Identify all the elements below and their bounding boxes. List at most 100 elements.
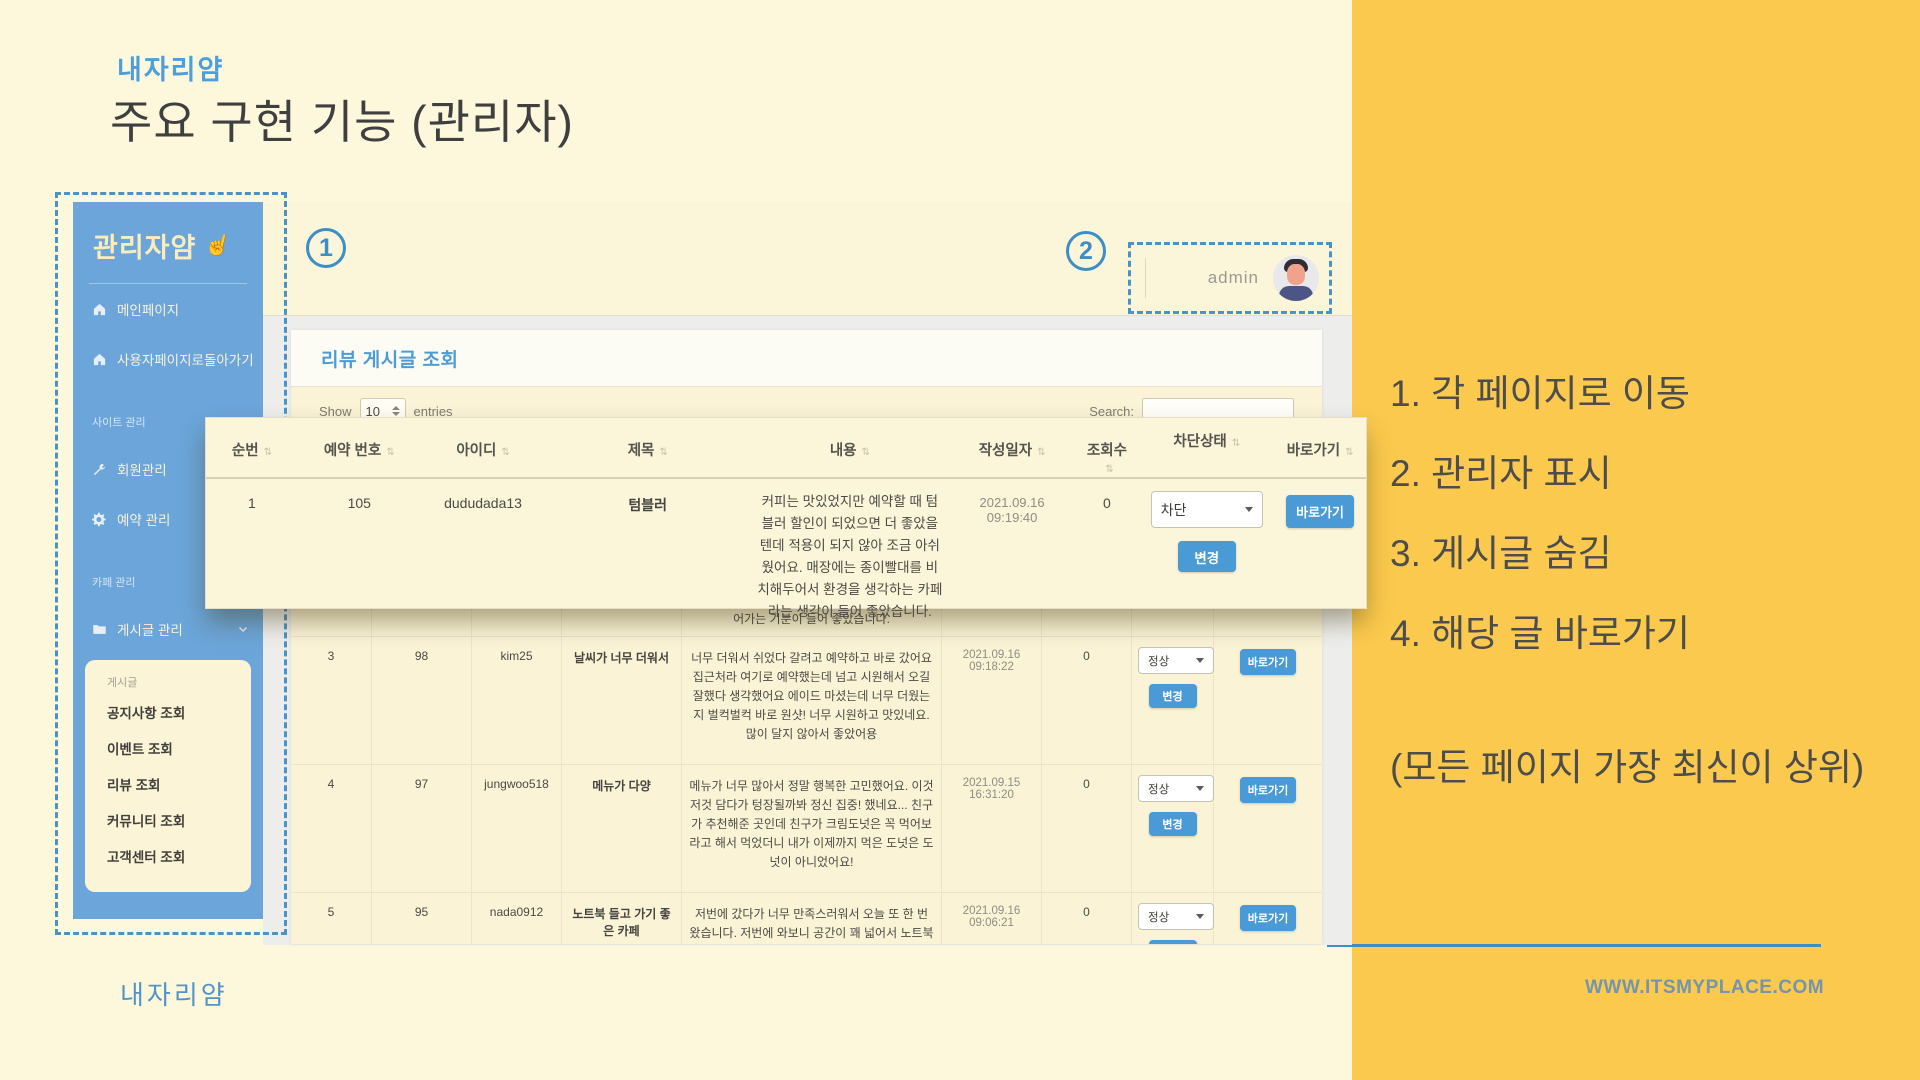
block-status-select[interactable]: 정상 <box>1138 775 1214 802</box>
submenu-item-review[interactable]: 리뷰 조회 <box>107 778 161 793</box>
cell-go: 바로가기 <box>1213 765 1322 892</box>
change-button[interactable]: 변경 <box>1148 684 1197 708</box>
cell-user-id: nada0912 <box>471 893 561 944</box>
table-row: 4 97 jungwoo518 메뉴가 다양 메뉴가 너무 많아서 정말 행복한… <box>291 765 1322 893</box>
spinner-icon <box>391 406 400 416</box>
sidebar-item-members[interactable]: 회원관리 <box>73 444 263 494</box>
avatar-body <box>1279 286 1313 301</box>
cell-title: 날씨가 너무 더워서 <box>561 637 681 764</box>
card-header: 리뷰 게시글 조회 <box>291 330 1322 387</box>
cell-num: 4 <box>327 777 335 791</box>
go-button[interactable]: 바로가기 <box>1286 495 1354 528</box>
cell-user-id: dududada13 <box>444 495 522 511</box>
sort-icon: ⇅ <box>263 447 272 458</box>
feature-item: 2. 관리자 표시 <box>1390 453 1612 494</box>
cell-content: 커피는 맛있었지만 예약할 때 텀블러 할인이 되었으면 더 좋았을 텐데 적용… <box>757 494 943 619</box>
change-button[interactable]: 변경 <box>1148 940 1197 944</box>
cell-content: 너무 더워서 쉬었다 갈려고 예약하고 바로 갔어요 집근처라 여기로 예약했는… <box>681 637 941 764</box>
sidebar-item-userpage[interactable]: 사용자페이지로돌아가기 <box>73 334 263 384</box>
sort-icon: ⇅ <box>501 447 510 458</box>
cell-title: 노트북 들고 가기 좋은 카페 <box>561 893 681 944</box>
submenu-item-event[interactable]: 이벤트 조회 <box>107 742 173 757</box>
column-header[interactable]: 제목⇅ <box>627 443 668 459</box>
sort-icon: ⇅ <box>1105 464 1114 475</box>
cell-views: 0 <box>1103 495 1111 511</box>
gear-icon <box>92 512 106 526</box>
cell-num: 5 <box>327 905 335 919</box>
cell-date: 2021.09.16 09:06:21 <box>941 893 1041 944</box>
cell-go: 바로가기 <box>1213 893 1322 944</box>
sidebar-item-board[interactable]: 게시글 관리 <box>73 604 263 654</box>
cell-views: 0 <box>1041 893 1131 944</box>
chevron-down-icon <box>1244 507 1253 512</box>
block-status-select[interactable]: 차단 <box>1150 491 1263 528</box>
folder-icon <box>93 624 106 634</box>
submenu-item-community[interactable]: 커뮤니티 조회 <box>107 814 186 829</box>
block-status-select[interactable]: 정상 <box>1138 647 1214 674</box>
cell-views: 0 <box>1041 637 1131 764</box>
home-icon <box>93 303 106 315</box>
column-header[interactable]: 조회수⇅ <box>1086 443 1127 475</box>
go-button[interactable]: 바로가기 <box>1239 777 1297 803</box>
cell-title: 메뉴가 다양 <box>561 765 681 892</box>
cell-block-status: 차단 변경 <box>1139 479 1274 608</box>
cell-title: 텀블러 <box>628 497 668 513</box>
divider <box>1145 258 1146 298</box>
brand-label: 내자리얌 <box>117 55 225 85</box>
feature-item: 1. 각 페이지로 이동 <box>1390 373 1690 414</box>
sort-icon: ⇅ <box>1231 438 1241 449</box>
cell-user-id: kim25 <box>471 637 561 764</box>
cell-num: 1 <box>248 495 256 511</box>
sidebar-submenu: 게시글 공지사항 조회 이벤트 조회 리뷰 조회 커뮤니티 조회 고객센터 조회 <box>85 660 251 892</box>
change-button[interactable]: 변경 <box>1177 541 1236 572</box>
avatar-face <box>1287 264 1305 285</box>
chevron-down-icon <box>1196 658 1204 663</box>
footer-brand: 내자리얌 <box>120 980 228 1010</box>
feature-item: 3. 게시글 숨김 <box>1390 533 1612 574</box>
column-header[interactable]: 내용⇅ <box>829 443 870 459</box>
cell-reservation-no: 95 <box>371 893 471 944</box>
cell-reservation-no: 98 <box>371 637 471 764</box>
submenu-item-notice[interactable]: 공지사항 조회 <box>107 706 186 721</box>
annotation-box-admin: admin <box>1128 242 1332 314</box>
sort-icon: ⇅ <box>861 447 870 458</box>
column-header[interactable]: 차단상태⇅ <box>1173 434 1241 450</box>
submenu-item-cs[interactable]: 고객센터 조회 <box>107 850 186 865</box>
feature-note: (모든 페이지 가장 최신이 상위) <box>1390 747 1865 788</box>
feature-item: 4. 해당 글 바로가기 <box>1390 613 1690 654</box>
sidebar-item-main[interactable]: 메인페이지 <box>73 284 263 334</box>
cell-user-id: jungwoo518 <box>471 765 561 892</box>
card-title: 리뷰 게시글 조회 <box>321 349 459 371</box>
column-header[interactable]: 아이디⇅ <box>456 443 510 459</box>
table-header-row: 순번⇅ 예약 번호⇅ 아이디⇅ 제목⇅ 내용⇅ 작성일자⇅ 조회수⇅ 차단상태⇅… <box>206 418 1366 479</box>
column-header[interactable]: 작성일자⇅ <box>978 443 1046 459</box>
cell-reservation-no: 97 <box>371 765 471 892</box>
chevron-down-icon <box>1196 914 1204 919</box>
show-label: Show <box>319 403 352 419</box>
column-header[interactable]: 순번⇅ <box>231 443 272 459</box>
search-label: Search: <box>1089 403 1134 419</box>
feature-list: 1. 각 페이지로 이동 2. 관리자 표시 3. 게시글 숨김 4. 해당 글… <box>1390 372 1900 692</box>
sidebar-logo: 관리자얌 <box>93 233 197 263</box>
admin-profile[interactable]: admin <box>1131 245 1329 311</box>
cell-date: 2021.09.16 09:19:40 <box>979 495 1045 525</box>
go-button[interactable]: 바로가기 <box>1239 905 1297 931</box>
change-button[interactable]: 변경 <box>1148 812 1197 836</box>
divider-line <box>1327 944 1821 947</box>
go-button[interactable]: 바로가기 <box>1239 649 1297 675</box>
cell-date: 2021.09.15 16:31:20 <box>941 765 1041 892</box>
sidebar-logo-row[interactable]: 관리자얌 ☝ <box>73 202 263 277</box>
column-header[interactable]: 바로가기⇅ <box>1286 443 1354 459</box>
cell-reservation-no: 105 <box>347 495 371 511</box>
home-icon <box>93 353 106 365</box>
block-status-select[interactable]: 정상 <box>1138 903 1214 930</box>
magnified-row-overlay: 순번 ⇅ 예약 번호 ⇅ 아이디 ⇅ 제목 ⇅ 내용 ⇅ 작성일자 ⇅ 조회수⇅ 차단상태 ⇅… <box>205 417 1367 619</box>
sidebar-item-reservation[interactable]: 예약 관리 <box>73 494 263 544</box>
right-panel <box>1352 0 1920 1080</box>
footer-url[interactable]: WWW.ITSMYPLACE.COM <box>1585 977 1825 998</box>
entries-label: entries <box>413 403 453 419</box>
column-header[interactable]: 예약 번호⇅ <box>323 443 395 459</box>
sort-icon: ⇅ <box>386 447 395 458</box>
avatar[interactable] <box>1273 255 1319 301</box>
